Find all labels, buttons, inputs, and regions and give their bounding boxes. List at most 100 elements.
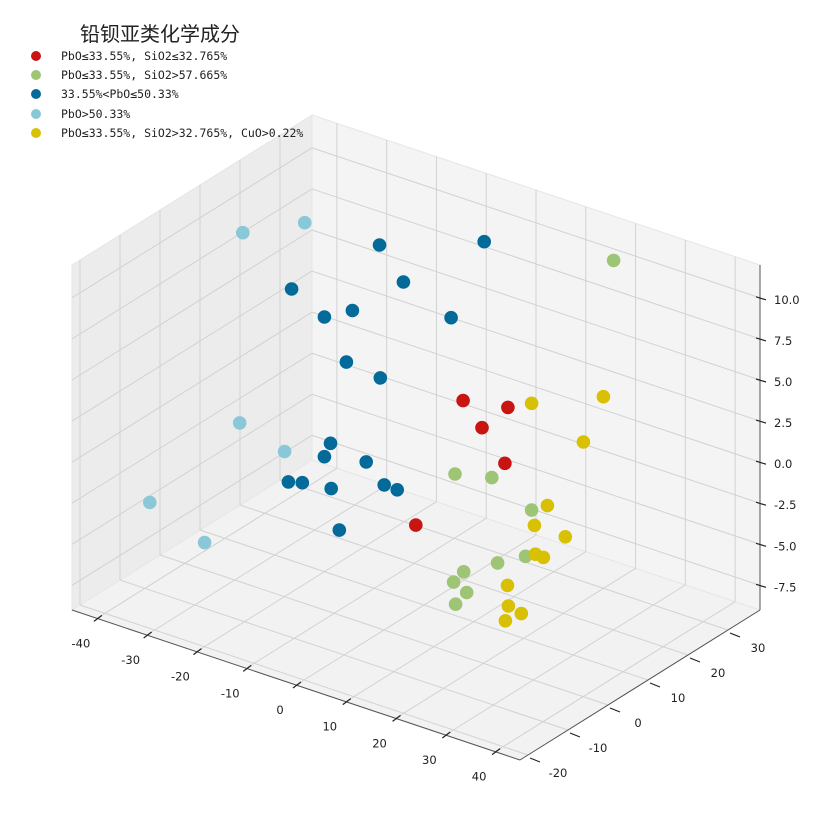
legend-label: PbO>50.33% — [61, 106, 131, 121]
x-tick-label: 30 — [422, 753, 437, 767]
legend-marker — [31, 50, 41, 61]
z-tick-label: 10.0 — [774, 293, 800, 307]
y-tick-label: -10 — [589, 741, 608, 755]
grid-line — [71, 352, 313, 504]
data-point — [475, 420, 489, 435]
data-point — [373, 371, 388, 385]
data-point — [236, 225, 250, 240]
grid-line — [119, 579, 569, 731]
data-point — [459, 585, 474, 600]
y-tick-label: 0 — [634, 716, 641, 730]
x-tick-mark — [292, 681, 302, 689]
x-tick-mark — [491, 748, 501, 756]
legend-marker — [31, 127, 41, 138]
x-axis-line — [71, 609, 521, 761]
legend-marker — [31, 108, 41, 119]
data-point — [409, 518, 423, 532]
data-point — [606, 253, 621, 268]
data-point — [456, 393, 470, 408]
data-point — [345, 303, 360, 318]
grid-line — [311, 147, 761, 299]
data-point — [524, 503, 539, 517]
grid-line — [71, 393, 313, 545]
data-point — [323, 436, 338, 451]
y-tick-mark — [569, 732, 581, 738]
x-tick-mark — [143, 631, 153, 639]
x-tick-label: 10 — [322, 720, 337, 734]
legend-item: PbO≤33.55%, SiO2≤32.765% — [28, 46, 303, 65]
grid-line — [345, 551, 587, 703]
grid-line — [71, 311, 313, 463]
data-point — [317, 310, 332, 324]
data-point — [500, 578, 515, 593]
grid-line — [311, 229, 761, 381]
x-tick-mark — [441, 731, 451, 739]
x-tick-mark — [93, 614, 103, 622]
grid-line — [71, 229, 313, 381]
grid-line — [71, 188, 313, 340]
data-point — [448, 597, 463, 612]
data-point — [359, 455, 374, 469]
x-tick-label: -40 — [71, 636, 90, 650]
data-point — [444, 310, 458, 325]
data-point — [324, 481, 339, 496]
chart-title: 铅钡亚类化学成分 — [80, 22, 240, 46]
y-tick-mark — [529, 757, 541, 763]
grid-line — [311, 270, 761, 422]
data-point — [339, 355, 354, 369]
grid-line — [159, 554, 609, 706]
z-tick-mark — [755, 296, 767, 301]
x-tick-label: -20 — [171, 670, 190, 684]
data-point — [596, 389, 611, 404]
y-tick-mark — [729, 632, 741, 638]
x-tick-label: -30 — [121, 653, 140, 667]
data-point — [540, 498, 555, 513]
grid-line — [199, 529, 649, 681]
legend-item: 33.55%<PbO≤50.33% — [28, 85, 303, 104]
z-tick-label: 7.5 — [774, 334, 792, 348]
data-point — [446, 575, 461, 589]
x-tick-mark — [342, 698, 352, 706]
legend-item: PbO≤33.55%, SiO2>32.765%, CuO>0.22% — [28, 123, 303, 142]
data-point — [232, 416, 247, 430]
data-point — [372, 238, 387, 252]
z-tick-label: -5.0 — [774, 539, 796, 553]
y-tick-label: -20 — [549, 766, 568, 780]
z-tick-mark — [755, 337, 767, 342]
grid-line — [239, 504, 689, 656]
grid-line — [245, 517, 487, 669]
legend: PbO≤33.55%, SiO2≤32.765% PbO≤33.55%, SiO… — [28, 46, 303, 142]
data-point — [448, 467, 462, 481]
grid-line — [71, 434, 313, 586]
legend-label: PbO≤33.55%, SiO2>32.765%, CuO>0.22% — [61, 125, 304, 140]
x-tick-mark — [193, 648, 202, 656]
z-tick-mark — [755, 583, 767, 588]
z-tick-mark — [755, 378, 767, 383]
grid-line — [96, 467, 338, 619]
data-point — [498, 614, 513, 628]
x-tick-label: -10 — [221, 686, 240, 700]
x-tick-mark — [242, 664, 252, 672]
z-tick-label: 2.5 — [774, 416, 792, 430]
legend-label: PbO≤33.55%, SiO2≤32.765% — [61, 48, 228, 63]
z-tick-label: 0.0 — [774, 457, 792, 471]
data-point — [295, 475, 310, 490]
legend-item: PbO>50.33% — [28, 104, 303, 123]
grid-line — [311, 393, 761, 545]
z-tick-mark — [755, 542, 767, 547]
data-point — [527, 518, 542, 533]
y-tick-mark — [689, 657, 701, 663]
legend-marker — [31, 89, 41, 100]
z-tick-label: 5.0 — [774, 375, 792, 389]
z-tick-label: -2.5 — [774, 498, 796, 512]
data-point — [490, 556, 505, 570]
z-tick-mark — [755, 419, 767, 424]
data-point — [485, 470, 499, 485]
data-point — [456, 565, 471, 579]
data-point — [284, 282, 299, 296]
data-point — [558, 530, 573, 544]
data-point — [390, 483, 405, 497]
legend-label: PbO≤33.55%, SiO2>57.665% — [61, 67, 228, 82]
legend-marker — [31, 69, 41, 80]
